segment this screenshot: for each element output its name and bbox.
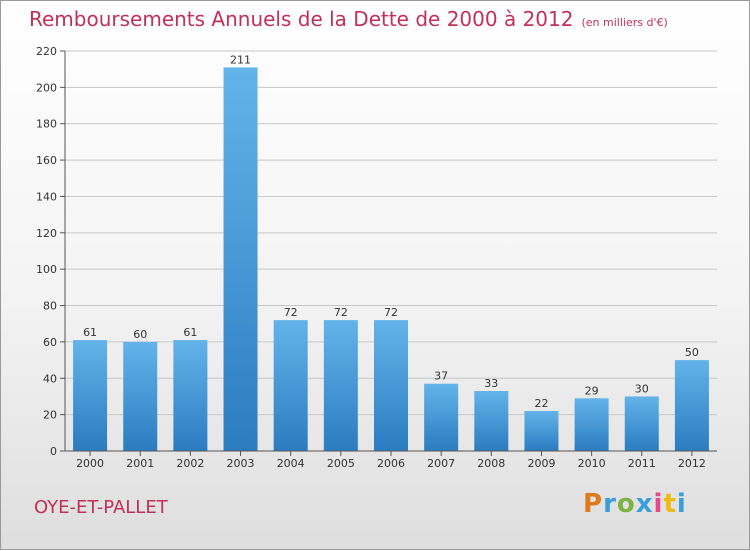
bar: [524, 411, 559, 451]
x-tick-label: 2000: [76, 457, 104, 470]
data-label: 72: [334, 306, 348, 319]
logo-letter: i: [653, 489, 664, 519]
bar: [173, 340, 208, 451]
y-tick-label: 40: [43, 372, 57, 385]
bar: [123, 341, 158, 451]
chart-subtitle: (en milliers d'€): [581, 16, 668, 29]
y-tick-label: 140: [36, 190, 57, 203]
x-tick-label: 2001: [126, 457, 154, 470]
data-label: 50: [685, 346, 699, 359]
bar: [273, 320, 308, 451]
data-label: 37: [434, 370, 448, 383]
logo-letter: r: [603, 489, 617, 519]
x-tick-label: 2004: [277, 457, 305, 470]
bars: [73, 67, 709, 451]
data-label: 72: [384, 306, 398, 319]
data-label: 33: [484, 377, 498, 390]
chart-title-text: Remboursements Annuels de la Dette de 20…: [29, 7, 574, 31]
x-tick-label: 2003: [227, 457, 255, 470]
y-axis: 0 20 40 60 80 100 120 140 160 180 200 220: [36, 45, 66, 458]
y-tick-label: 120: [36, 227, 57, 240]
data-label: 22: [534, 397, 548, 410]
logo-letter: t: [663, 489, 677, 519]
x-tick-label: 2005: [327, 457, 355, 470]
x-tick-label: 2002: [176, 457, 204, 470]
bar: [323, 320, 358, 451]
data-label: 61: [83, 326, 97, 339]
x-tick-label: 2012: [678, 457, 706, 470]
data-labels: 61 60 61 211 72 72 72 37 33 22 29 30 50: [83, 53, 699, 410]
logo-letter: i: [676, 489, 687, 519]
x-axis: 2000 2001 2002 2003 2004 2005 2006 2007 2008 2009…: [65, 450, 717, 470]
bar: [374, 320, 408, 451]
bar: [624, 396, 659, 451]
bar: [674, 360, 709, 451]
logo-letter: P: [583, 489, 604, 519]
logo-letter: o: [616, 489, 636, 519]
x-tick-label: 2008: [477, 457, 505, 470]
y-tick-label: 180: [36, 118, 57, 131]
y-tick-label: 80: [43, 300, 57, 313]
y-tick-label: 20: [43, 409, 57, 422]
data-label: 61: [183, 326, 197, 339]
data-label: 60: [133, 328, 147, 341]
data-label: 29: [585, 384, 599, 397]
y-tick-label: 100: [36, 263, 57, 276]
bar: [574, 398, 609, 451]
proxiti-logo[interactable]: Proxiti: [583, 489, 687, 519]
data-label: 30: [635, 382, 649, 395]
x-tick-label: 2009: [527, 457, 555, 470]
data-label: 211: [230, 53, 251, 66]
x-tick-label: 2006: [377, 457, 405, 470]
y-tick-label: 0: [50, 445, 57, 458]
bar: [73, 340, 108, 451]
y-tick-label: 60: [43, 336, 57, 349]
logo-letter: x: [635, 489, 654, 519]
bar: [424, 383, 459, 451]
bar: [223, 67, 258, 451]
y-tick-label: 160: [36, 154, 57, 167]
x-tick-label: 2010: [578, 457, 606, 470]
x-tick-label: 2011: [628, 457, 656, 470]
y-tick-label: 200: [36, 81, 57, 94]
commune-name: OYE-ET-PALLET: [34, 497, 168, 518]
y-tick-label: 220: [36, 45, 57, 58]
x-tick-label: 2007: [427, 457, 455, 470]
chart-title: Remboursements Annuels de la Dette de 20…: [29, 7, 668, 31]
bar: [474, 391, 509, 451]
data-label: 72: [284, 306, 298, 319]
